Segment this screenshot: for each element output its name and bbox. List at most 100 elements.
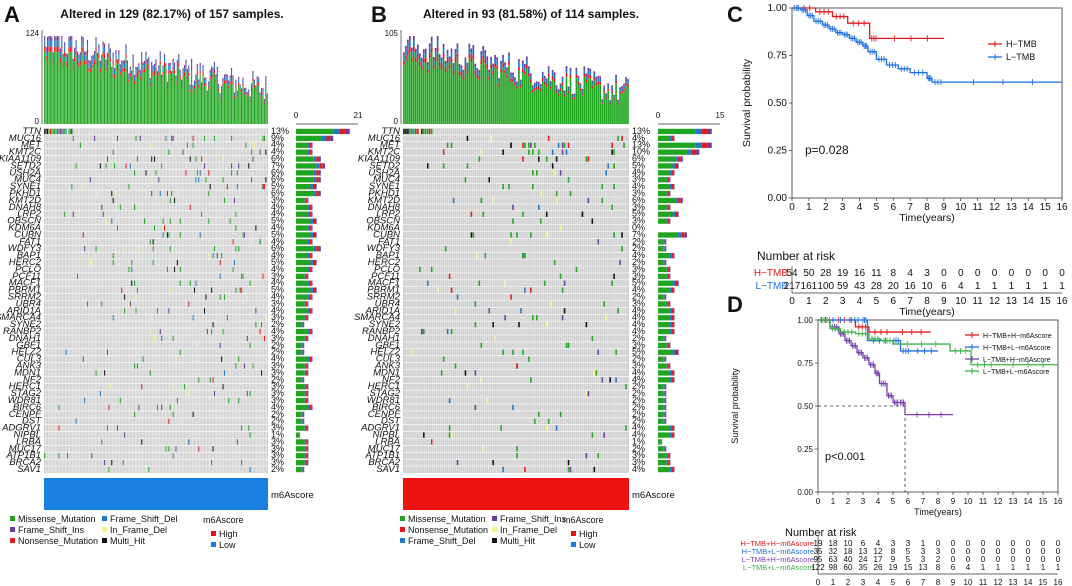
mutation-cell-b (492, 197, 494, 204)
top-bar-segment-a (213, 72, 216, 124)
risk-x-tick: 8 (924, 296, 930, 307)
top-bar-segment-a (243, 92, 245, 95)
top-bar-segment-b (418, 66, 421, 124)
top-bar-segment-b (557, 90, 560, 94)
top-bar-segment-b (484, 58, 487, 64)
risk-x-tick: 16 (1056, 296, 1068, 307)
top-bar-segment-b (529, 79, 532, 83)
side-bar-segment (680, 156, 683, 162)
gene-percent: 3% (271, 395, 284, 405)
top-bar-segment-a (189, 89, 191, 92)
mutation-cell-a (249, 432, 251, 438)
top-bar-segment-a (222, 80, 224, 84)
mutation-cell-a (166, 190, 168, 197)
mutation-cell-a (231, 135, 233, 141)
risk-value: 0 (951, 555, 956, 564)
gene-percent: 2% (632, 257, 645, 267)
mutation-cell-b (474, 404, 477, 411)
gene-percent: 6% (271, 154, 284, 164)
top-bar-segment-a (132, 57, 134, 63)
top-bar-segment-b (506, 67, 508, 71)
mutation-cell-b (545, 156, 548, 162)
mutation-cell-a (265, 177, 267, 183)
top-bar-segment-b (553, 75, 556, 79)
top-bar-segment-b (416, 44, 419, 49)
side-bar-segment (663, 335, 665, 342)
top-bar-segment-a (240, 92, 243, 95)
top-bar-segment-b (567, 86, 570, 89)
top-bar-segment-a (205, 77, 207, 80)
mutation-cell-a (209, 184, 211, 190)
top-bar-segment-a (49, 36, 51, 41)
top-bar-segment-a (228, 80, 230, 83)
top-bar-segment-a (151, 69, 153, 74)
top-bar-segment-b (599, 81, 602, 85)
gene-percent: 1% (632, 436, 645, 446)
side-bar-segment (316, 170, 319, 176)
top-bar-segment-b (613, 98, 615, 101)
top-bar-segment-a (202, 68, 204, 73)
mutation-cell-a (134, 363, 136, 369)
top-bar-segment-b (625, 85, 627, 124)
top-bar-segment-a (132, 62, 134, 67)
top-bar-segment-a (256, 76, 258, 79)
side-bar-segment (311, 266, 313, 273)
top-bar-segment-b (424, 52, 427, 58)
risk-value: 3 (921, 547, 926, 556)
side-bar-segment (307, 273, 309, 279)
top-bar-segment-b (504, 69, 506, 74)
risk-value: 0 (1026, 555, 1031, 564)
mutation-cell-a (106, 349, 109, 355)
top-bar-segment-b (541, 78, 544, 82)
top-bar-segment-b (611, 85, 613, 88)
top-bar-segment-a (202, 72, 204, 76)
legend-group-label: High (579, 529, 598, 539)
risk-row-label: L−TMB+H−m6Ascore (742, 555, 814, 564)
mutation-cell-b (615, 377, 617, 383)
top-bar-segment-a (122, 68, 124, 72)
risk-value: 0 (1026, 547, 1031, 556)
top-bar-segment-a (52, 65, 54, 124)
top-bar-segment-a (58, 40, 60, 47)
mutation-cell-a (233, 197, 235, 204)
mutation-cell-a (65, 128, 67, 135)
mutation-cell-b (539, 218, 542, 224)
x-axis-label-c: Time(years) (899, 212, 955, 224)
top-bar-segment-a (114, 68, 116, 71)
top-bar-segment-a (246, 97, 248, 124)
risk-value: 13 (919, 563, 928, 572)
top-bar-segment-a (88, 63, 90, 68)
gene-percent: 2% (632, 333, 645, 343)
top-bar-segment-a (151, 61, 153, 65)
mutation-cell-b (520, 308, 522, 314)
risk-x-tick: 14 (1023, 296, 1035, 307)
mutation-cell-b (442, 163, 445, 169)
mutation-cell-b (486, 397, 489, 404)
legend-entry: L−TMB (1006, 52, 1035, 62)
mutation-cell-b (549, 301, 552, 307)
top-bar-segment-b (533, 84, 536, 88)
top-bar-segment-a (51, 52, 53, 124)
top-bar-segment-b (411, 61, 413, 124)
x-tick-label: 8 (936, 497, 941, 506)
top-bar-segment-a (253, 84, 255, 88)
top-bar-segment-b (430, 36, 433, 42)
side-bar-segment (306, 197, 308, 204)
mutation-cell-a (249, 342, 251, 348)
top-bar-segment-a (240, 90, 243, 93)
risk-value: 16 (854, 268, 866, 279)
mutation-cell-b (454, 308, 457, 314)
top-bar-segment-b (462, 79, 465, 124)
top-bar-segment-a (72, 61, 74, 67)
mutation-cell-b (474, 370, 477, 376)
top-bar-segment-b (470, 52, 473, 58)
side-bar-segment (671, 370, 674, 376)
top-bar-segment-b (474, 63, 477, 67)
mutation-cell-b (448, 425, 451, 431)
side-bar-segment (330, 135, 334, 141)
gene-label: CUBN (373, 229, 400, 240)
side-bar-segment (311, 356, 313, 362)
top-bar-segment-b (593, 77, 596, 81)
side-bar-segment (313, 177, 317, 183)
top-bar-segment-b (442, 43, 445, 48)
